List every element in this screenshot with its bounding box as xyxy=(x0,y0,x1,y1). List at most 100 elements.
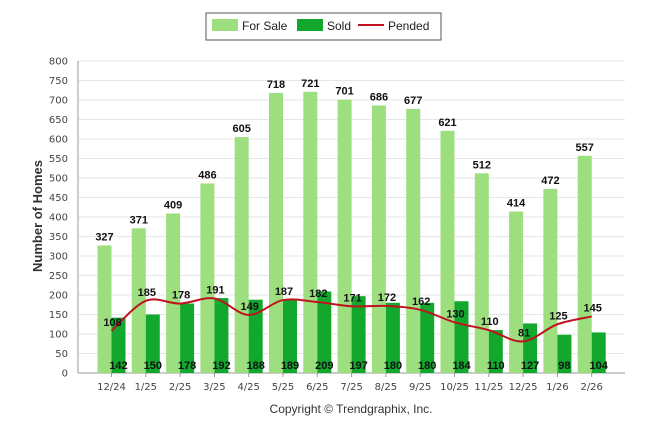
for-sale-value-label: 701 xyxy=(335,86,353,98)
pended-value-label: 125 xyxy=(549,310,567,322)
y-tick-label: 100 xyxy=(49,330,68,341)
sold-value-label: 127 xyxy=(521,360,539,372)
x-tick-label: 1/26 xyxy=(546,382,568,393)
x-tick-label: 2/26 xyxy=(580,382,602,393)
data-labels: 327 371 409 486 605 718 721 701 686 677 621 512 414 4… xyxy=(95,78,608,372)
legend-swatch-for-sale xyxy=(212,19,238,31)
bar-for-sale xyxy=(577,155,592,373)
pended-value-label: 162 xyxy=(412,296,430,308)
y-tick-label: 750 xyxy=(49,76,68,87)
y-tick-label: 300 xyxy=(49,252,68,263)
bar-sold xyxy=(180,303,195,373)
for-sale-value-label: 486 xyxy=(198,169,216,181)
bar-for-sale xyxy=(303,91,318,373)
pended-value-label: 130 xyxy=(446,308,464,320)
bar-sold xyxy=(591,332,606,373)
for-sale-value-label: 677 xyxy=(404,95,422,107)
y-tick-label: 550 xyxy=(49,154,68,165)
bar-for-sale xyxy=(337,99,352,374)
y-tick-label: 150 xyxy=(49,310,68,321)
pended-value-label: 108 xyxy=(103,317,121,329)
x-tick-label: 5/25 xyxy=(272,382,294,393)
x-tick-label: 12/25 xyxy=(509,382,538,393)
pended-value-label: 182 xyxy=(309,288,327,300)
sold-value-label: 188 xyxy=(247,360,265,372)
sold-value-label: 98 xyxy=(558,360,570,372)
for-sale-value-label: 409 xyxy=(164,199,182,211)
bar-sold xyxy=(111,317,126,373)
sold-value-label: 178 xyxy=(178,360,196,372)
sold-value-label: 180 xyxy=(384,360,402,372)
bar-sold xyxy=(557,334,572,373)
x-tick-label: 10/25 xyxy=(440,382,469,393)
sold-value-label: 197 xyxy=(349,360,367,372)
pended-value-label: 187 xyxy=(275,286,293,298)
bar-sold xyxy=(317,291,332,373)
x-tick-label: 3/25 xyxy=(203,382,225,393)
x-tick-label: 1/25 xyxy=(135,382,157,393)
copyright-credit: Copyright © Trendgraphix, Inc. xyxy=(270,402,433,416)
bar-sold xyxy=(351,296,366,373)
bar-for-sale xyxy=(474,173,489,373)
pended-value-label: 110 xyxy=(481,316,499,328)
y-tick-label: 500 xyxy=(49,174,68,185)
legend-label-pended: Pended xyxy=(388,19,429,33)
for-sale-value-label: 414 xyxy=(507,198,526,210)
x-tick-label: 4/25 xyxy=(237,382,259,393)
bar-for-sale xyxy=(543,188,558,373)
y-tick-label: 200 xyxy=(49,291,68,302)
bar-sold xyxy=(488,330,503,373)
bar-sold xyxy=(248,299,263,373)
pended-value-label: 185 xyxy=(138,287,156,299)
for-sale-value-label: 327 xyxy=(95,231,113,243)
bar-sold xyxy=(283,299,297,373)
pended-value-label: 178 xyxy=(172,290,190,302)
legend-swatch-sold xyxy=(297,19,323,31)
bar-for-sale xyxy=(97,245,112,373)
legend-frame xyxy=(205,12,442,41)
sold-value-label: 150 xyxy=(144,360,162,372)
bar-for-sale xyxy=(234,137,249,373)
bar-for-sale xyxy=(269,92,283,373)
bar-sold xyxy=(214,298,229,373)
x-tick-label: 8/25 xyxy=(375,382,397,393)
sold-value-label: 192 xyxy=(212,360,230,372)
pended-value-label: 191 xyxy=(206,285,224,297)
legend[interactable]: For Sale Sold Pended xyxy=(205,12,442,41)
bar-sold xyxy=(454,301,469,373)
for-sale-value-label: 605 xyxy=(233,123,251,135)
pended-value-label: 171 xyxy=(343,292,361,304)
pended-line-layer xyxy=(110,297,592,343)
for-sale-value-label: 621 xyxy=(438,117,456,129)
pended-value-label: 172 xyxy=(378,292,396,304)
y-tick-label: 250 xyxy=(49,271,68,282)
for-sale-value-label: 512 xyxy=(473,159,491,171)
x-tick-label: 2/25 xyxy=(169,382,191,393)
bar-for-sale xyxy=(440,130,455,373)
y-tick-label: 50 xyxy=(55,349,68,360)
pended-value-label: 81 xyxy=(518,327,530,339)
sold-value-label: 184 xyxy=(452,360,471,372)
x-tick-label: 6/25 xyxy=(306,382,328,393)
sold-value-label: 209 xyxy=(315,360,333,372)
x-tick-label: 12/24 xyxy=(97,382,126,393)
pended-line xyxy=(110,297,592,343)
y-tick-label: 700 xyxy=(49,96,68,107)
bar-for-sale xyxy=(131,228,146,373)
for-sale-value-label: 557 xyxy=(576,142,594,154)
bar-for-sale xyxy=(406,108,421,373)
bar-for-sale xyxy=(200,183,215,373)
for-sale-value-label: 371 xyxy=(130,214,148,226)
bar-sold xyxy=(523,323,538,373)
x-tick-label: 7/25 xyxy=(340,382,362,393)
x-tick-label: 11/25 xyxy=(474,382,503,393)
y-tick-label: 450 xyxy=(49,193,68,204)
x-tick-label: 9/25 xyxy=(409,382,431,393)
y-tick-label: 400 xyxy=(49,213,68,224)
bar-for-sale xyxy=(371,105,386,374)
bar-for-sale xyxy=(509,211,524,373)
y-tick-label: 650 xyxy=(49,115,68,126)
y-axis-label: Number of Homes xyxy=(30,160,45,272)
